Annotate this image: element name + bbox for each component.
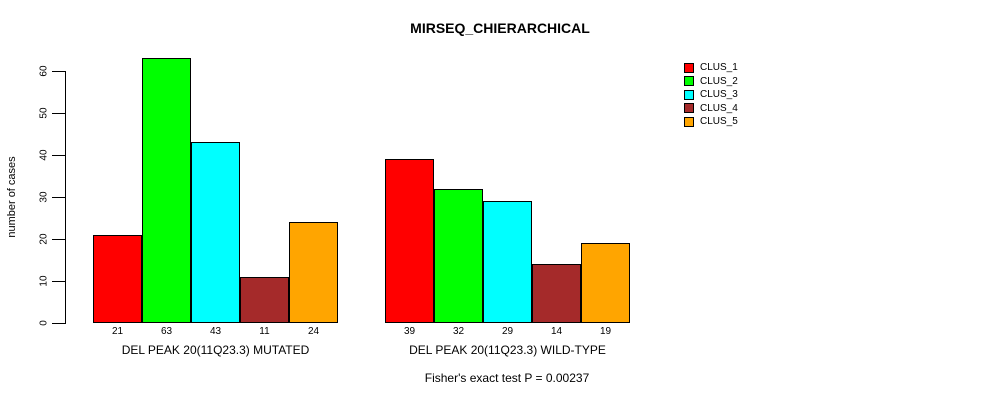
bar-value-label: 24 xyxy=(307,326,320,337)
category-label: DEL PEAK 20(11Q23.3) WILD-TYPE xyxy=(409,343,606,357)
legend-item: CLUS_5 xyxy=(684,115,738,129)
bar-clus_4-group2 xyxy=(532,264,581,323)
bar-value-label: 63 xyxy=(160,326,173,337)
legend-label: CLUS_2 xyxy=(700,75,738,87)
y-axis-tick xyxy=(52,239,65,240)
y-axis-title: number of cases xyxy=(6,156,18,238)
bar-clus_2-group1 xyxy=(142,58,191,323)
bar-value-label: 14 xyxy=(550,326,563,337)
category-label: DEL PEAK 20(11Q23.3) MUTATED xyxy=(121,343,310,357)
bar-clus_5-group1 xyxy=(289,222,338,323)
legend-label: CLUS_1 xyxy=(700,62,738,74)
bar-value-label: 11 xyxy=(259,326,270,337)
chart-title: MIRSEQ_CHIERARCHICAL xyxy=(410,20,590,36)
bar-value-label: 21 xyxy=(111,326,124,337)
legend-color-swatch xyxy=(684,62,694,73)
y-axis-tick-label: 0 xyxy=(38,320,50,326)
bar-clus_5-group2 xyxy=(581,243,630,323)
legend-item: CLUS_2 xyxy=(684,75,738,89)
legend-item: CLUS_3 xyxy=(684,88,738,102)
legend-color-swatch xyxy=(684,76,694,87)
y-axis-tick xyxy=(52,323,65,324)
legend-label: CLUS_3 xyxy=(700,89,738,101)
bar-clus_1-group2 xyxy=(385,159,434,323)
legend-item: CLUS_1 xyxy=(684,61,738,75)
bar-clus_3-group2 xyxy=(483,201,532,323)
y-axis-tick xyxy=(52,71,65,72)
legend-item: CLUS_4 xyxy=(684,102,738,116)
y-axis-tick-label: 40 xyxy=(38,149,50,161)
legend-label: CLUS_4 xyxy=(700,102,738,114)
legend-color-swatch xyxy=(684,116,694,127)
y-axis-line xyxy=(65,71,66,324)
y-axis-tick xyxy=(52,113,65,114)
bar-clus_4-group1 xyxy=(240,277,289,323)
y-axis-tick xyxy=(52,155,65,156)
y-axis-tick-label: 10 xyxy=(38,275,50,287)
bar-value-label: 19 xyxy=(599,326,612,337)
legend-color-swatch xyxy=(684,103,694,114)
y-axis-tick xyxy=(52,281,65,282)
annotation-text: Fisher's exact test P = 0.00237 xyxy=(424,371,590,385)
legend-label: CLUS_5 xyxy=(700,116,738,128)
legend: CLUS_1 CLUS_2 CLUS_3 CLUS_4 CLUS_5 xyxy=(684,61,738,129)
bar-value-label: 39 xyxy=(403,326,416,337)
legend-color-swatch xyxy=(684,89,694,100)
bar-clus_2-group2 xyxy=(434,189,483,323)
y-axis-tick-label: 60 xyxy=(38,65,50,77)
bar-value-label: 32 xyxy=(452,326,465,337)
bar-clus_3-group1 xyxy=(191,142,240,323)
bar-value-label: 43 xyxy=(209,326,222,337)
bar-clus_1-group1 xyxy=(93,235,142,323)
y-axis-tick xyxy=(52,197,65,198)
y-axis-tick-label: 50 xyxy=(38,107,50,119)
y-axis-tick-label: 20 xyxy=(38,233,50,245)
bar-value-label: 29 xyxy=(501,326,514,337)
y-axis-tick-label: 30 xyxy=(38,191,50,203)
